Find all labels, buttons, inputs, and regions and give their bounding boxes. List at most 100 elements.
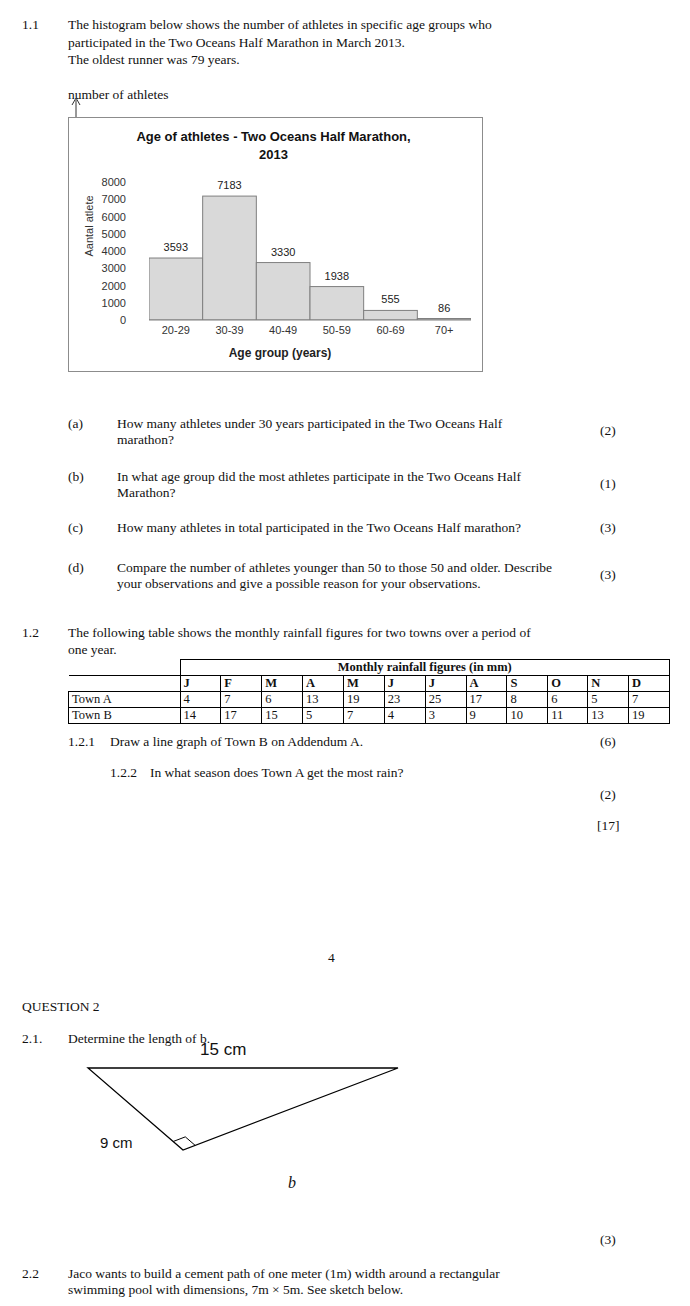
marks: (3) <box>600 1232 616 1248</box>
y-tick-label: 6000 <box>102 211 126 223</box>
x-tick-label: 30-39 <box>215 324 243 336</box>
sub-number: 1.2.2 <box>110 765 137 781</box>
data-label: 86 <box>438 302 450 314</box>
side-label: b <box>288 1175 296 1191</box>
marks: (2) <box>600 423 616 439</box>
y-tick-label: 1000 <box>102 297 126 309</box>
right-angle-marker <box>173 1137 195 1145</box>
x-tick-label: 20-29 <box>162 324 190 336</box>
month-header: J <box>180 676 221 692</box>
question-text: your observations and give a possible re… <box>117 576 481 592</box>
rainfall-value: 14 <box>180 708 221 724</box>
chart-title: Age of athletes - Two Oceans Half Marath… <box>131 128 416 164</box>
rainfall-value: 13 <box>303 692 344 708</box>
month-header: O <box>548 676 588 692</box>
row-label: Town B <box>69 708 181 724</box>
y-tick-label: 5000 <box>102 228 126 240</box>
triangle <box>88 1068 398 1150</box>
question-text: How many athletes under 30 years partici… <box>117 416 502 432</box>
question-text: swimming pool with dimensions, 7m × 5m. … <box>68 1282 403 1298</box>
month-header: J <box>384 676 425 692</box>
month-header: N <box>588 676 629 692</box>
question-text: Compare the number of athletes younger t… <box>117 560 552 576</box>
rainfall-value: 23 <box>384 692 425 708</box>
bar <box>364 310 418 320</box>
rainfall-value: 7 <box>629 692 670 708</box>
rainfall-value: 3 <box>425 708 466 724</box>
question-number: 2.2 <box>22 1266 39 1282</box>
x-tick-label: 60-69 <box>376 324 404 336</box>
rainfall-value: 13 <box>588 708 629 724</box>
y-tick-label: 0 <box>120 314 126 326</box>
question-text: How many athletes in total participated … <box>117 520 521 536</box>
side-label: 9 cm <box>100 1135 133 1151</box>
rainfall-value: 5 <box>588 692 629 708</box>
marks: (2) <box>600 787 616 803</box>
marks: (1) <box>600 476 616 492</box>
rainfall-value: 25 <box>425 692 466 708</box>
rainfall-value: 5 <box>303 708 344 724</box>
x-axis-label: Age group (years) <box>229 346 332 360</box>
month-header: D <box>629 676 670 692</box>
table-title: Monthly rainfall figures (in mm) <box>180 660 670 676</box>
page-number: 4 <box>328 950 335 966</box>
data-label: 7183 <box>217 179 241 191</box>
question-number: 1.2 <box>22 625 39 641</box>
y-tick-label: 4000 <box>102 245 126 257</box>
triangle-diagram <box>0 1000 690 1200</box>
question-text: Draw a line graph of Town B on Addendum … <box>110 734 363 750</box>
intro-line: The following table shows the monthly ra… <box>68 625 531 641</box>
y-axis-label: Aantal atlete <box>83 195 95 256</box>
rainfall-value: 9 <box>466 708 507 724</box>
marks: (6) <box>600 734 616 750</box>
rainfall-value: 4 <box>384 708 425 724</box>
x-tick-label: 50-59 <box>323 324 351 336</box>
rainfall-value: 7 <box>343 708 384 724</box>
table-corner <box>69 676 181 692</box>
row-label: Town A <box>69 692 181 708</box>
sub-number: 1.2.1 <box>68 734 95 750</box>
intro-line: The histogram below shows the number of … <box>68 17 492 33</box>
rainfall-value: 6 <box>262 692 303 708</box>
bar <box>310 287 364 320</box>
question-text: In what season does Town A get the most … <box>150 765 403 781</box>
question-text: Determine the length of b. <box>68 1031 210 1047</box>
question-label: (b) <box>68 469 84 485</box>
data-label: 3593 <box>164 241 188 253</box>
page: 1.1 The histogram below shows the number … <box>0 0 690 1306</box>
question-number: 2.1. <box>22 1031 42 1047</box>
rainfall-value: 11 <box>548 708 588 724</box>
rainfall-value: 19 <box>629 708 670 724</box>
month-header: M <box>343 676 384 692</box>
bar <box>149 258 203 320</box>
rainfall-value: 10 <box>507 708 548 724</box>
rainfall-value: 6 <box>548 692 588 708</box>
bar <box>203 196 257 320</box>
intro-line: one year. <box>68 642 117 658</box>
y-tick-label: 2000 <box>102 280 126 292</box>
chart-svg: 010002000300040005000600070008000Aantal … <box>69 118 482 371</box>
month-header: S <box>507 676 548 692</box>
question-number: 1.1 <box>22 17 39 33</box>
axis-caption: number of athletes <box>68 87 168 103</box>
table-corner <box>69 660 181 676</box>
x-tick-label: 70+ <box>435 324 454 336</box>
marks: (3) <box>600 520 616 536</box>
rainfall-value: 7 <box>221 692 262 708</box>
question-text: In what age group did the most athletes … <box>117 469 521 485</box>
data-label: 3330 <box>271 246 295 258</box>
intro-line: participated in the Two Oceans Half Mara… <box>68 35 405 51</box>
data-label: 1938 <box>325 270 349 282</box>
rainfall-value: 8 <box>507 692 548 708</box>
y-tick-label: 8000 <box>102 176 126 188</box>
rainfall-table: Monthly rainfall figures (in mm)JFMAMJJA… <box>68 659 670 724</box>
rainfall-value: 19 <box>343 692 384 708</box>
rainfall-value: 15 <box>262 708 303 724</box>
chart: Age of athletes - Two Oceans Half Marath… <box>68 117 483 372</box>
y-tick-label: 3000 <box>102 262 126 274</box>
rainfall-value: 17 <box>466 692 507 708</box>
month-header: A <box>466 676 507 692</box>
x-axis-line <box>149 320 471 321</box>
bar <box>256 263 310 320</box>
month-header: M <box>262 676 303 692</box>
